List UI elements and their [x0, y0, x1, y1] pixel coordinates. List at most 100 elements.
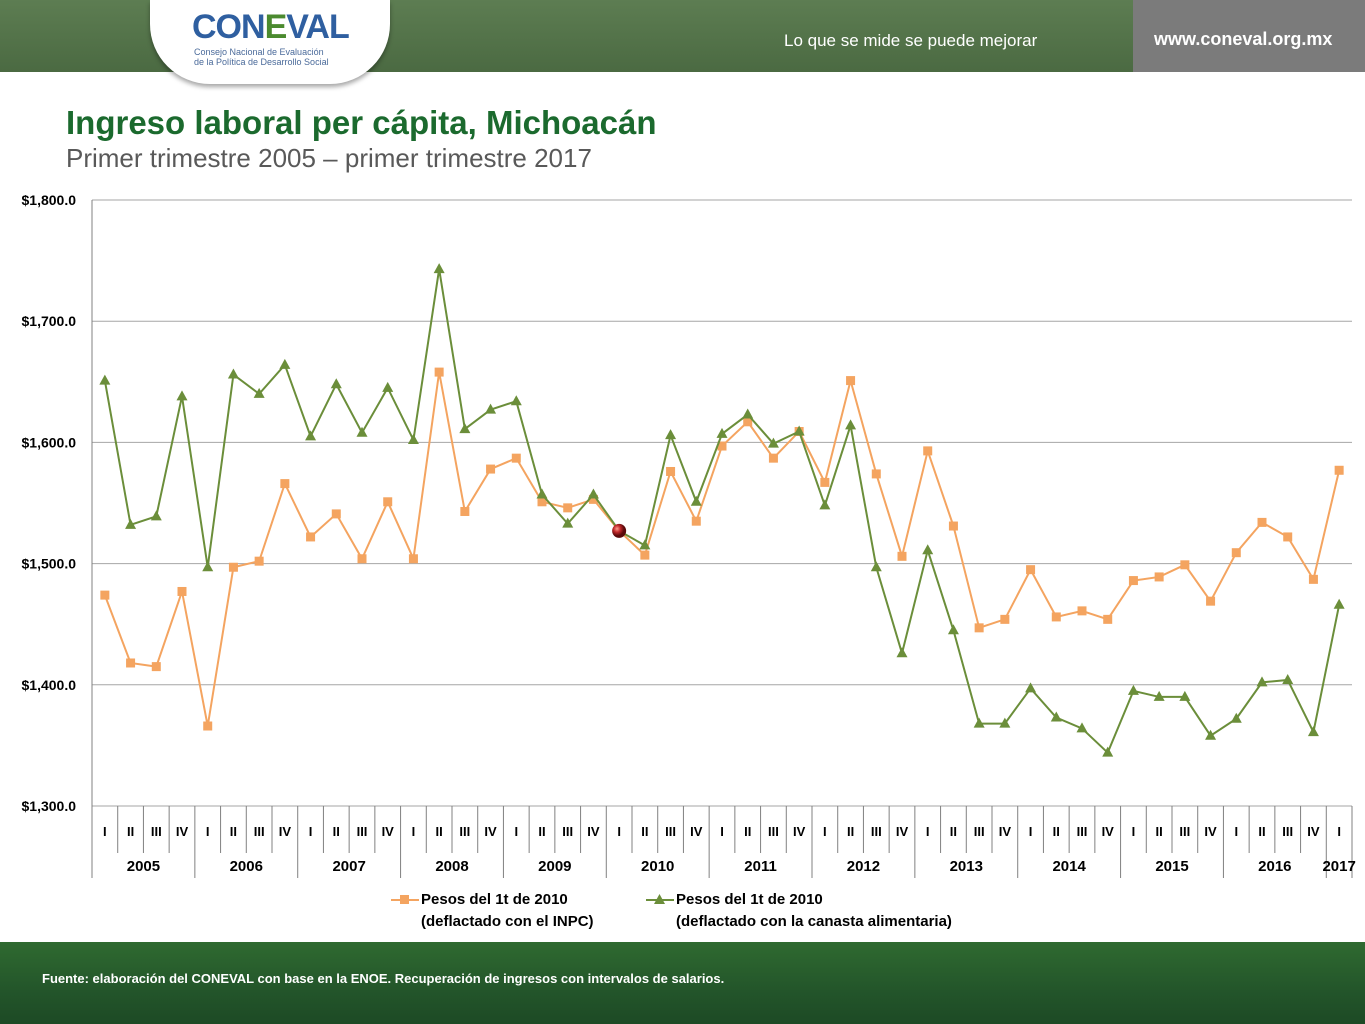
data-point-inpc	[357, 554, 367, 564]
data-point-inpc	[254, 556, 264, 566]
year-label: 2015	[1155, 858, 1188, 875]
data-point-inpc	[1026, 565, 1036, 575]
series-line-2	[103, 268, 1341, 755]
data-point-canasta	[1127, 684, 1139, 695]
quarter-label: IV	[1102, 824, 1115, 839]
data-point-inpc	[1000, 614, 1010, 624]
year-label: 2010	[641, 858, 674, 875]
data-point-inpc	[820, 477, 830, 487]
quarter-label: IV	[382, 824, 395, 839]
series-line-1	[103, 371, 1341, 727]
quarter-label: I	[412, 824, 416, 839]
header-url-panel	[1133, 0, 1365, 72]
data-point-canasta	[1205, 729, 1217, 740]
data-point-canasta	[1282, 673, 1294, 684]
data-point-inpc	[331, 509, 341, 519]
data-point-inpc	[460, 506, 470, 516]
quarter-label: II	[127, 824, 134, 839]
data-point-canasta	[253, 387, 265, 398]
data-point-inpc	[1334, 465, 1344, 475]
quarter-label: I	[206, 824, 210, 839]
quarter-label: III	[459, 824, 470, 839]
quarter-label: I	[1132, 824, 1136, 839]
data-point-canasta	[407, 433, 419, 444]
data-point-canasta	[1333, 598, 1345, 609]
data-point-canasta	[999, 717, 1011, 728]
data-point-canasta	[485, 403, 497, 414]
data-point-canasta	[716, 427, 728, 438]
data-point-inpc	[871, 469, 881, 479]
quarter-label: I	[720, 824, 724, 839]
data-point-inpc	[1154, 572, 1164, 582]
data-point-inpc	[126, 658, 136, 668]
y-tick-label: $1,700.0	[22, 313, 77, 329]
data-point-canasta	[176, 390, 188, 401]
logo-wordmark: CONEVAL	[192, 8, 350, 46]
data-point-inpc	[1103, 614, 1113, 624]
quarter-label: I	[514, 824, 518, 839]
data-point-inpc	[511, 453, 521, 463]
data-point-canasta	[793, 425, 805, 436]
data-point-inpc	[1077, 606, 1087, 616]
quarter-label: III	[562, 824, 573, 839]
data-point-inpc	[383, 497, 393, 507]
data-point-canasta	[845, 419, 857, 430]
data-point-inpc	[1128, 576, 1138, 586]
quarter-label: IV	[176, 824, 189, 839]
data-point-canasta	[305, 430, 317, 441]
year-label: 2011	[744, 858, 777, 875]
quarter-label: II	[538, 824, 545, 839]
data-point-inpc	[1051, 612, 1061, 622]
quarter-label: I	[1337, 824, 1341, 839]
quarter-label: III	[254, 824, 265, 839]
data-point-canasta	[1076, 722, 1088, 733]
data-point-inpc	[203, 721, 213, 731]
quarter-label: IV	[793, 824, 806, 839]
data-point-canasta	[870, 561, 882, 572]
data-point-canasta	[690, 495, 702, 506]
y-tick-label: $1,500.0	[22, 556, 77, 572]
quarter-label: III	[151, 824, 162, 839]
year-label: 2008	[435, 858, 468, 875]
year-label: 2017	[1322, 858, 1355, 875]
base-period-marker	[612, 523, 627, 538]
y-tick-label: $1,800.0	[22, 192, 77, 208]
quarter-label: I	[1029, 824, 1033, 839]
year-label: 2013	[950, 858, 983, 875]
y-tick-label: $1,300.0	[22, 798, 77, 814]
data-point-inpc	[1257, 517, 1267, 527]
data-point-inpc	[486, 464, 496, 474]
quarter-label: I	[617, 824, 621, 839]
triangle-marker-icon	[654, 894, 665, 904]
quarter-label: IV	[896, 824, 909, 839]
quarter-label: I	[926, 824, 930, 839]
data-point-canasta	[1153, 690, 1165, 701]
y-tick-label: $1,400.0	[22, 677, 77, 693]
data-point-inpc	[1206, 596, 1216, 606]
data-point-inpc	[640, 550, 650, 560]
quarter-label: II	[1053, 824, 1060, 839]
data-point-inpc	[846, 376, 856, 386]
data-point-inpc	[974, 623, 984, 633]
data-point-inpc	[563, 503, 573, 513]
data-point-canasta	[767, 437, 779, 448]
quarter-label: II	[641, 824, 648, 839]
data-point-canasta	[639, 539, 651, 550]
data-point-canasta	[150, 510, 162, 521]
quarter-label: III	[665, 824, 676, 839]
quarter-label: II	[1156, 824, 1163, 839]
data-point-canasta	[1102, 746, 1114, 757]
quarter-label: II	[230, 824, 237, 839]
year-label: 2014	[1052, 858, 1086, 875]
data-point-canasta	[665, 429, 677, 440]
data-point-canasta	[99, 374, 111, 385]
data-point-canasta	[1179, 690, 1191, 701]
data-point-canasta	[330, 378, 342, 389]
data-point-inpc	[537, 497, 547, 507]
line-chart: $1,300.0 $1,400.0 $1,500.0 $1,600.0 $1,700.0…	[22, 192, 1356, 878]
year-label: 2007	[332, 858, 365, 875]
data-point-canasta	[1307, 726, 1319, 737]
quarter-label: I	[103, 824, 107, 839]
y-tick-label: $1,600.0	[22, 434, 77, 450]
quarter-label: IV	[1307, 824, 1320, 839]
